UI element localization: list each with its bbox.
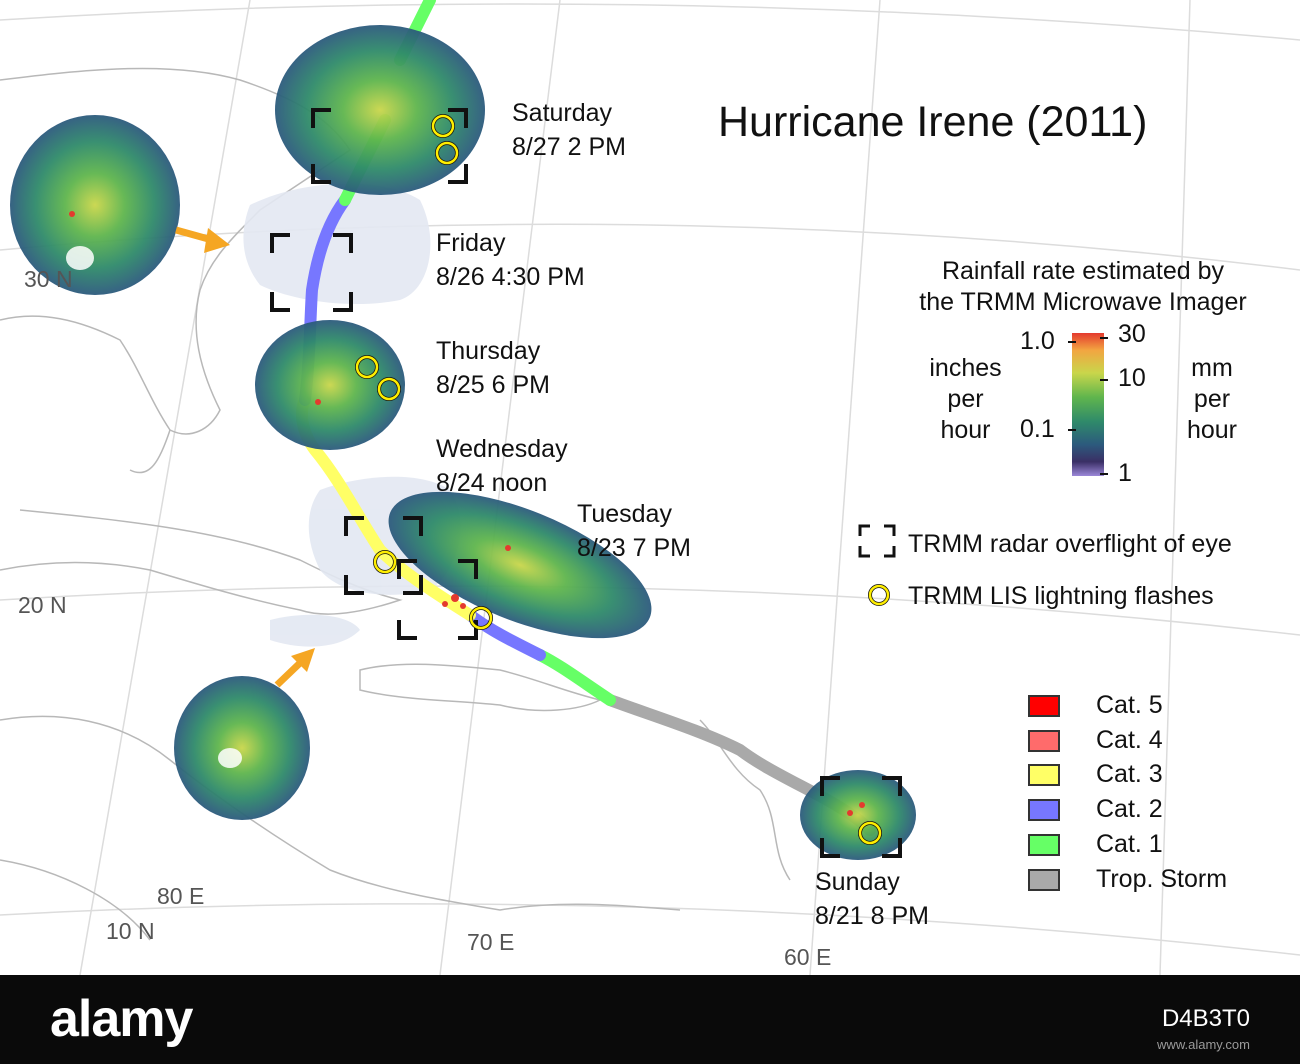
storm-track-map xyxy=(0,0,1300,975)
rain-swath-inset-north xyxy=(10,115,180,295)
day-label-friday: Friday 8/26 4:30 PM xyxy=(436,226,585,294)
inset-arrows xyxy=(175,226,315,688)
category-label: Cat. 1 xyxy=(1096,830,1163,858)
watermark-footer: alamy D4B3T0 www.alamy.com xyxy=(0,975,1300,1064)
rainfall-tick-10: 10 xyxy=(1118,364,1146,392)
category-swatch xyxy=(1028,730,1060,752)
category-swatch xyxy=(1028,869,1060,891)
coastlines xyxy=(0,67,791,941)
latitude-label-30n: 30 N xyxy=(24,266,73,292)
rainfall-legend-heading: Rainfall rate estimated by the TRMM Micr… xyxy=(919,257,1247,316)
lightning-legend-icon xyxy=(868,584,890,606)
rainfall-bar-ticks xyxy=(1068,337,1108,475)
rainfall-legend-left-units: inches per hour xyxy=(929,354,1002,444)
lightning-flash-markers xyxy=(355,114,882,845)
category-label: Cat. 5 xyxy=(1096,691,1163,719)
day-name: Wednesday xyxy=(436,435,568,463)
rainfall-tick-1-0: 1.0 xyxy=(1020,327,1055,355)
category-item-tropical-storm: Trop. Storm xyxy=(1028,865,1288,895)
longitude-label-60: 60 E xyxy=(784,944,832,970)
day-datetime: 8/24 noon xyxy=(436,469,548,497)
latitude-label-10n: 10 N xyxy=(106,918,155,944)
day-label-saturday: Saturday 8/27 2 PM xyxy=(512,96,626,164)
track-cat2-south xyxy=(464,609,546,661)
day-label-thursday: Thursday 8/25 6 PM xyxy=(436,334,550,402)
footer-url: www.alamy.com xyxy=(1157,1037,1250,1052)
rainfall-color-bar xyxy=(1072,333,1104,476)
lightning-legend-label: TRMM LIS lightning flashes xyxy=(908,582,1214,610)
image-id: D4B3T0 xyxy=(1161,1005,1250,1032)
day-datetime: 8/25 6 PM xyxy=(436,371,550,399)
rainfall-legend-right-units: mm per hour xyxy=(1186,354,1238,444)
day-name: Sunday xyxy=(815,868,900,896)
category-label: Cat. 3 xyxy=(1096,760,1163,788)
day-datetime: 8/23 7 PM xyxy=(577,534,691,562)
day-label-tuesday: Tuesday 8/23 7 PM xyxy=(577,497,691,565)
latitude-label-20n: 20 N xyxy=(18,592,67,618)
track-cat1-south xyxy=(534,649,616,706)
category-swatch xyxy=(1028,834,1060,856)
category-swatch xyxy=(1028,695,1060,717)
brand-logo: alamy xyxy=(50,990,193,1048)
day-datetime: 8/26 4:30 PM xyxy=(436,263,585,291)
rain-swath-thursday xyxy=(255,320,405,450)
rainfall-tick-30: 30 xyxy=(1118,320,1146,348)
day-name: Saturday xyxy=(512,99,613,127)
category-swatch xyxy=(1028,764,1060,786)
rain-swath-saturday xyxy=(275,25,485,195)
category-item-cat3: Cat. 3 xyxy=(1028,760,1288,790)
rainfall-tick-0-1: 0.1 xyxy=(1020,415,1055,443)
category-item-cat5: Cat. 5 xyxy=(1028,691,1288,721)
map-title: Hurricane Irene (2011) xyxy=(718,98,1148,146)
rain-swath-inset-south xyxy=(174,676,310,820)
rainfall-tick-1: 1 xyxy=(1118,459,1132,487)
day-datetime: 8/27 2 PM xyxy=(512,133,626,161)
category-item-cat1: Cat. 1 xyxy=(1028,830,1288,860)
category-label: Cat. 2 xyxy=(1096,795,1163,823)
longitude-label-70: 70 E xyxy=(467,929,515,955)
radar-overflight-legend-label: TRMM radar overflight of eye xyxy=(908,530,1232,558)
rain-swath-sunday xyxy=(800,770,916,860)
category-item-cat2: Cat. 2 xyxy=(1028,795,1288,825)
longitude-label-80: 80 E xyxy=(157,883,205,909)
category-item-cat4: Cat. 4 xyxy=(1028,726,1288,756)
intense-rain-spots xyxy=(69,211,865,816)
day-name: Thursday xyxy=(436,337,541,365)
rain-swath-tuesday xyxy=(388,491,652,639)
radar-bracket-legend-icon xyxy=(858,524,896,558)
category-swatch xyxy=(1028,799,1060,821)
day-name: Friday xyxy=(436,229,506,257)
day-label-sunday: Sunday 8/21 8 PM xyxy=(815,865,929,933)
inset-eyes xyxy=(66,246,242,768)
rain-swaths xyxy=(10,25,916,860)
day-label-wednesday: Wednesday 8/24 noon xyxy=(436,432,568,500)
day-datetime: 8/21 8 PM xyxy=(815,902,929,930)
radar-overflight-brackets xyxy=(270,108,902,858)
day-name: Tuesday xyxy=(577,500,672,528)
category-label: Trop. Storm xyxy=(1096,865,1228,893)
category-label: Cat. 4 xyxy=(1096,726,1163,754)
